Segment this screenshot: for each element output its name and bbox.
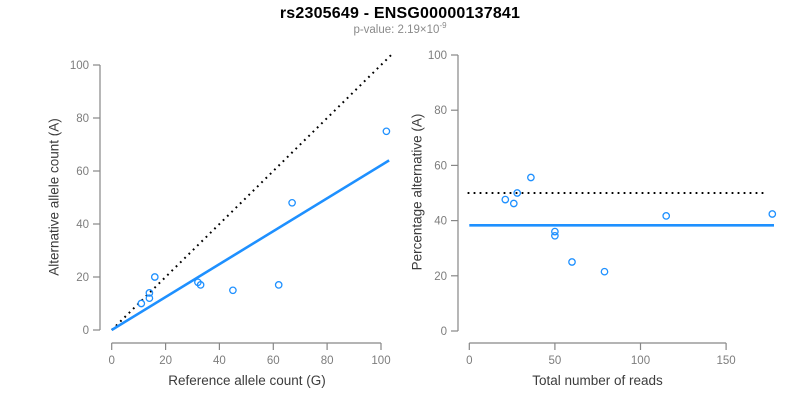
y-tick-label: 40	[76, 219, 89, 231]
y-tick-label: 0	[441, 326, 447, 338]
y-tick-label: 0	[83, 325, 89, 337]
right-y-axis-title: Percentage alternative (A)	[409, 113, 425, 271]
data-point	[145, 289, 154, 297]
x-tick-label: 50	[549, 355, 562, 367]
left-x-axis-title: Reference allele count (G)	[168, 373, 326, 388]
data-point	[600, 267, 609, 276]
p-value-text: p-value: 2.19×10	[353, 24, 440, 36]
x-tick-label: 60	[267, 355, 280, 367]
data-point	[501, 195, 510, 204]
y-tick-label: 80	[434, 105, 447, 117]
data-point	[288, 198, 296, 207]
data-point	[768, 210, 777, 218]
x-tick-label: 20	[159, 355, 172, 367]
y-tick-label: 100	[428, 50, 447, 62]
data-point	[382, 127, 391, 136]
x-tick-label: 100	[631, 355, 650, 367]
x-tick-label: 0	[108, 355, 114, 367]
y-tick-label: 80	[76, 113, 89, 125]
right-x-axis-title: Total number of reads	[532, 373, 663, 388]
x-tick-label: 40	[213, 355, 226, 367]
percentage-vs-reads-panel: 0 20 40 60 80 100 0 50 100 150	[428, 50, 777, 367]
data-point	[527, 173, 535, 182]
y-tick-label: 40	[434, 216, 447, 228]
x-tick-label: 100	[371, 355, 390, 367]
y-tick-label: 20	[76, 272, 89, 284]
figure-title: rs2305649 - ENSG00000137841	[279, 5, 521, 22]
allele-counts-panel: 0 20 40 60 80 100 0 20 40 60 80 100	[70, 53, 393, 367]
data-point	[274, 281, 283, 289]
data-point	[137, 299, 146, 308]
data-point	[551, 231, 559, 240]
data-point	[662, 212, 671, 220]
x-tick-label: 150	[717, 355, 736, 367]
y-tick-label: 60	[434, 160, 447, 172]
x-tick-label: 80	[321, 355, 334, 367]
y-tick-label: 60	[76, 166, 89, 178]
data-point	[551, 227, 559, 236]
identity-line	[110, 53, 393, 331]
fit-line	[111, 159, 390, 332]
data-point	[150, 273, 159, 281]
data-point	[196, 281, 205, 289]
data-point	[145, 294, 154, 303]
x-tick-label: 0	[466, 355, 472, 367]
data-point	[229, 286, 237, 295]
p-value-exponent: -9	[439, 21, 447, 31]
left-y-axis-title: Alternative allele count (A)	[46, 118, 62, 276]
data-point	[509, 199, 518, 208]
y-tick-label: 100	[70, 60, 89, 72]
y-tick-label: 20	[434, 271, 447, 283]
data-point	[513, 189, 522, 197]
figure-subtitle: p-value: 2.19×10-9	[0, 21, 800, 36]
data-point	[568, 258, 576, 266]
